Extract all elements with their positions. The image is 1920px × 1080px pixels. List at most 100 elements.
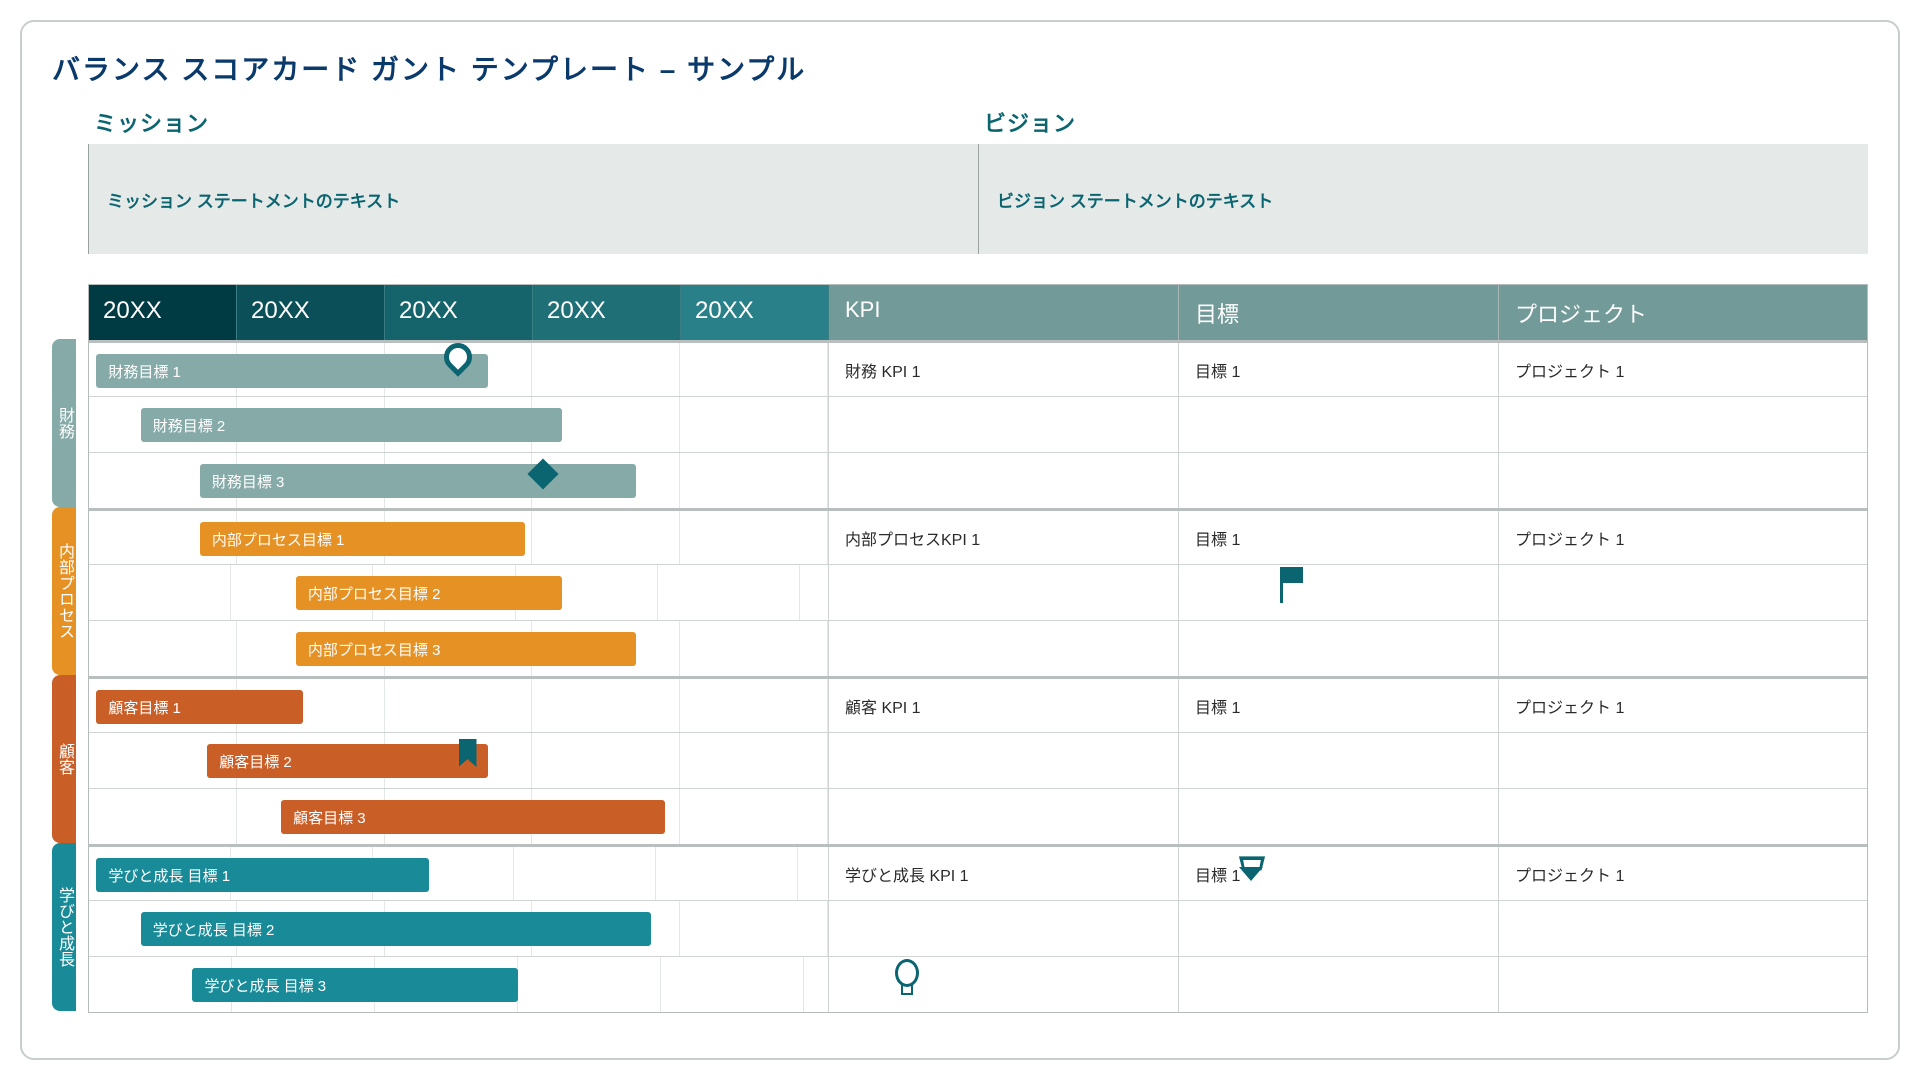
year-header-1: 20XX xyxy=(237,285,385,340)
kpi-cell xyxy=(829,621,1179,676)
kpi-cell xyxy=(829,453,1179,508)
kpi-cell: 内部プロセスKPI 1 xyxy=(829,511,1179,564)
gantt-bar[interactable]: 学びと成長 目標 1 xyxy=(96,858,429,892)
vision-text: ビジョン ステートメントのテキスト xyxy=(978,144,1868,254)
year-header-0: 20XX xyxy=(89,285,237,340)
kpi-cell: 顧客 KPI 1 xyxy=(829,679,1179,732)
goal-cell: 目標 1 xyxy=(1179,343,1499,396)
project-cell xyxy=(1499,957,1867,1012)
gantt-cell: 顧客目標 2 xyxy=(89,733,829,788)
bookmark-icon xyxy=(459,733,477,767)
kpi-cell xyxy=(829,957,1179,1012)
gantt-cell: 学びと成長 目標 1 xyxy=(89,847,829,900)
mission-label: ミッション xyxy=(88,106,978,138)
gantt-cell: 財務目標 2 xyxy=(89,397,829,452)
project-cell: プロジェクト 1 xyxy=(1499,679,1867,732)
table-row: 内部プロセス目標 1 内部プロセスKPI 1目標 1プロジェクト 1 xyxy=(89,508,1867,564)
balloon-icon xyxy=(893,957,917,997)
mission-vision-row: ミッション ミッション ステートメントのテキスト ビジョン ビジョン ステートメ… xyxy=(88,106,1868,254)
diamond-outline-icon xyxy=(1234,853,1264,883)
kpi-cell xyxy=(829,789,1179,844)
gantt-cell: 内部プロセス目標 1 xyxy=(89,511,829,564)
table-row: 内部プロセス目標 2 xyxy=(89,564,1867,620)
gantt-bar[interactable]: 財務目標 1 xyxy=(96,354,488,388)
gantt-cell: 財務目標 3 xyxy=(89,453,829,508)
category-tab-1: 内部プロセス xyxy=(52,507,76,675)
kpi-header: KPI xyxy=(829,285,1179,340)
gantt-bar[interactable]: 学びと成長 目標 3 xyxy=(192,968,517,1002)
category-tab-3: 学びと成長 xyxy=(52,843,76,1011)
goal-header: 目標 xyxy=(1179,285,1499,340)
gantt-cell: 内部プロセス目標 2 xyxy=(89,565,829,620)
grid-header-row: 20XX20XX20XX20XX20XX KPI 目標 プロジェクト xyxy=(89,285,1867,340)
goal-cell xyxy=(1179,957,1499,1012)
gantt-bar[interactable]: 財務目標 3 xyxy=(200,464,636,498)
project-header: プロジェクト xyxy=(1499,285,1867,340)
category-tab-2: 顧客 xyxy=(52,675,76,843)
project-cell xyxy=(1499,901,1867,956)
gantt-years-header: 20XX20XX20XX20XX20XX xyxy=(89,285,829,340)
gantt-cell: 顧客目標 1 xyxy=(89,679,829,732)
page-title: バランス スコアカード ガント テンプレート – サンプル xyxy=(52,48,1868,88)
kpi-cell xyxy=(829,901,1179,956)
gantt-table: 財務内部プロセス顧客学びと成長 20XX20XX20XX20XX20XX KPI… xyxy=(52,284,1868,1013)
project-cell xyxy=(1499,733,1867,788)
kpi-cell: 学びと成長 KPI 1 xyxy=(829,847,1179,900)
mission-text: ミッション ステートメントのテキスト xyxy=(88,144,978,254)
gantt-cell: 内部プロセス目標 3 xyxy=(89,621,829,676)
gantt-cell: 財務目標 1 xyxy=(89,343,829,396)
gantt-bar[interactable]: 顧客目標 2 xyxy=(207,744,488,778)
kpi-cell: 財務 KPI 1 xyxy=(829,343,1179,396)
mission-block: ミッション ミッション ステートメントのテキスト xyxy=(88,106,978,254)
goal-cell xyxy=(1179,901,1499,956)
kpi-cell xyxy=(829,397,1179,452)
table-row: 顧客目標 1 顧客 KPI 1目標 1プロジェクト 1 xyxy=(89,676,1867,732)
flag-icon xyxy=(1280,565,1308,605)
gantt-bar[interactable]: 内部プロセス目標 2 xyxy=(296,576,562,610)
gantt-bar[interactable]: 顧客目標 3 xyxy=(281,800,665,834)
diamond-icon xyxy=(532,453,554,485)
gantt-bar[interactable]: 顧客目標 1 xyxy=(96,690,303,724)
gantt-cell: 顧客目標 3 xyxy=(89,789,829,844)
project-cell xyxy=(1499,565,1867,620)
gantt-bar[interactable]: 内部プロセス目標 3 xyxy=(296,632,636,666)
project-cell: プロジェクト 1 xyxy=(1499,847,1867,900)
table-row: 財務目標 2 xyxy=(89,396,1867,452)
goal-cell xyxy=(1179,733,1499,788)
category-tabs-column: 財務内部プロセス顧客学びと成長 xyxy=(52,284,88,1011)
table-row: 顧客目標 3 xyxy=(89,788,1867,844)
vision-block: ビジョン ビジョン ステートメントのテキスト xyxy=(978,106,1868,254)
table-row: 学びと成長 目標 2 xyxy=(89,900,1867,956)
gantt-bar[interactable]: 内部プロセス目標 1 xyxy=(200,522,525,556)
table-row: 財務目標 1 財務 KPI 1目標 1プロジェクト 1 xyxy=(89,340,1867,396)
kpi-cell xyxy=(829,733,1179,788)
goal-cell xyxy=(1179,397,1499,452)
kpi-cell xyxy=(829,565,1179,620)
table-row: 財務目標 3 xyxy=(89,452,1867,508)
goal-cell xyxy=(1179,789,1499,844)
table-row: 学びと成長 目標 3 xyxy=(89,956,1867,1012)
table-row: 顧客目標 2 xyxy=(89,732,1867,788)
year-header-4: 20XX xyxy=(681,285,829,340)
gantt-bar[interactable]: 学びと成長 目標 2 xyxy=(141,912,651,946)
gantt-cell: 学びと成長 目標 2 xyxy=(89,901,829,956)
gantt-cell: 学びと成長 目標 3 xyxy=(89,957,829,1012)
project-cell xyxy=(1499,621,1867,676)
pin-icon xyxy=(444,343,472,371)
year-header-3: 20XX xyxy=(533,285,681,340)
grid: 20XX20XX20XX20XX20XX KPI 目標 プロジェクト 財務目標 … xyxy=(88,284,1868,1013)
goal-cell: 目標 1 xyxy=(1179,847,1499,900)
goal-cell: 目標 1 xyxy=(1179,511,1499,564)
year-header-2: 20XX xyxy=(385,285,533,340)
gantt-bar[interactable]: 財務目標 2 xyxy=(141,408,562,442)
goal-cell: 目標 1 xyxy=(1179,679,1499,732)
project-cell xyxy=(1499,789,1867,844)
goal-cell xyxy=(1179,565,1499,620)
project-cell: プロジェクト 1 xyxy=(1499,511,1867,564)
category-tab-0: 財務 xyxy=(52,339,76,507)
project-cell: プロジェクト 1 xyxy=(1499,343,1867,396)
project-cell xyxy=(1499,453,1867,508)
table-row: 学びと成長 目標 1 学びと成長 KPI 1目標 1プロジェクト 1 xyxy=(89,844,1867,900)
scorecard-frame: バランス スコアカード ガント テンプレート – サンプル ミッション ミッショ… xyxy=(20,20,1900,1060)
table-row: 内部プロセス目標 3 xyxy=(89,620,1867,676)
